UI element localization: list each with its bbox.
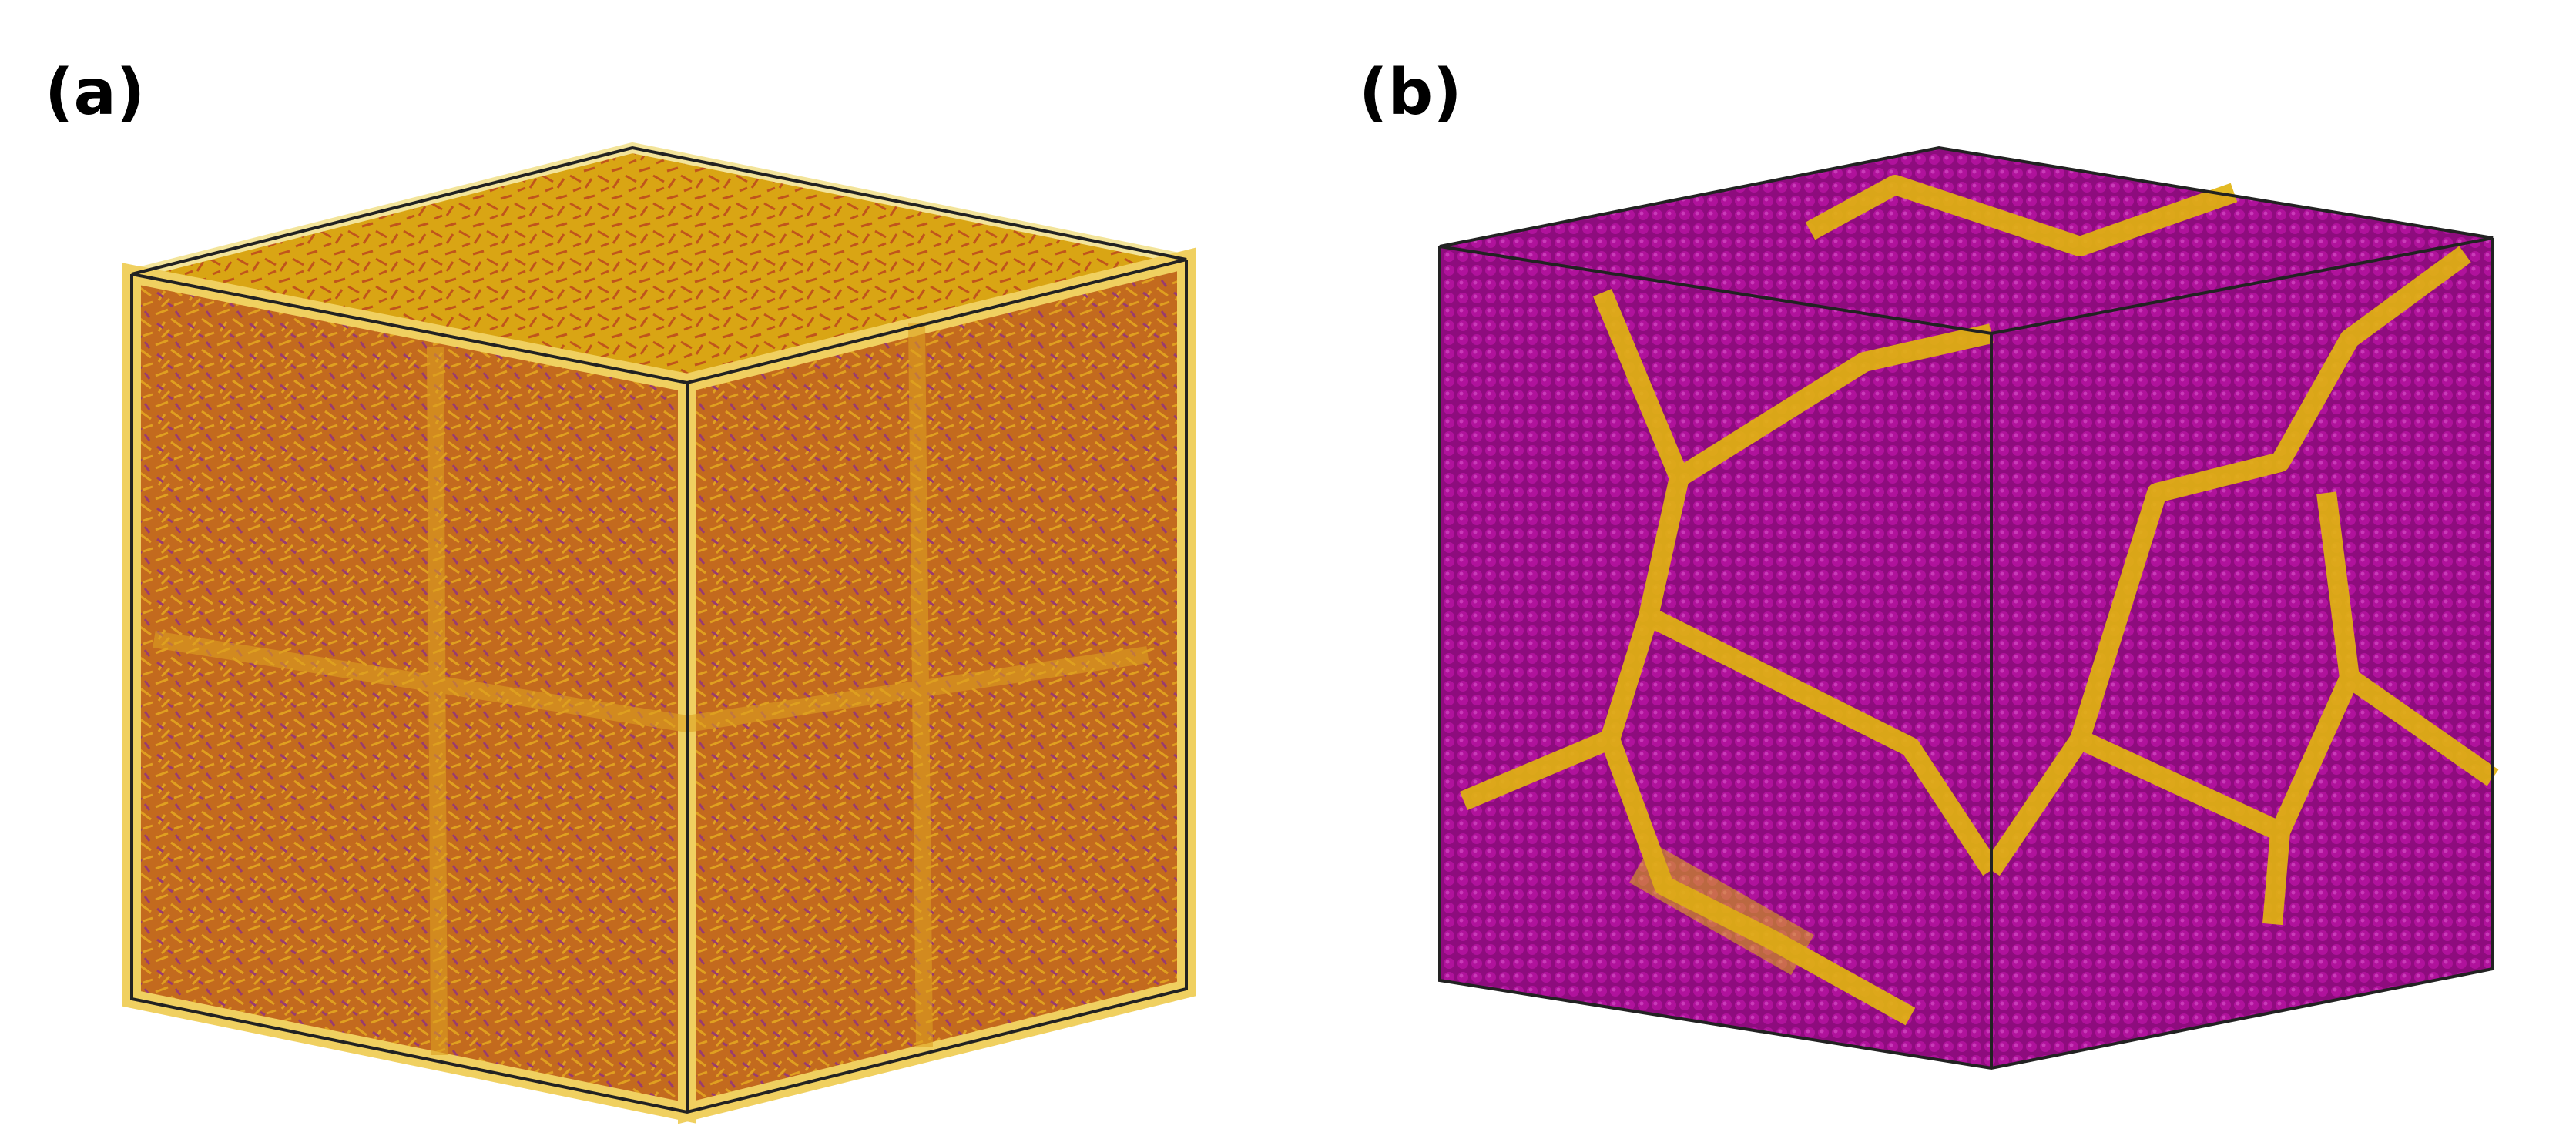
cube-right-face (1991, 238, 2493, 1068)
panel-a: (a) (45, 56, 1196, 1124)
panel-b: (b) (1359, 56, 2499, 1070)
panel-label: (a) (45, 56, 145, 129)
panel-label: (b) (1359, 56, 1462, 129)
grain-boundaries (1459, 175, 2499, 1026)
box-edges (130, 146, 1188, 1114)
box-edges (1438, 146, 2494, 1070)
cube-left-face (122, 263, 696, 1124)
